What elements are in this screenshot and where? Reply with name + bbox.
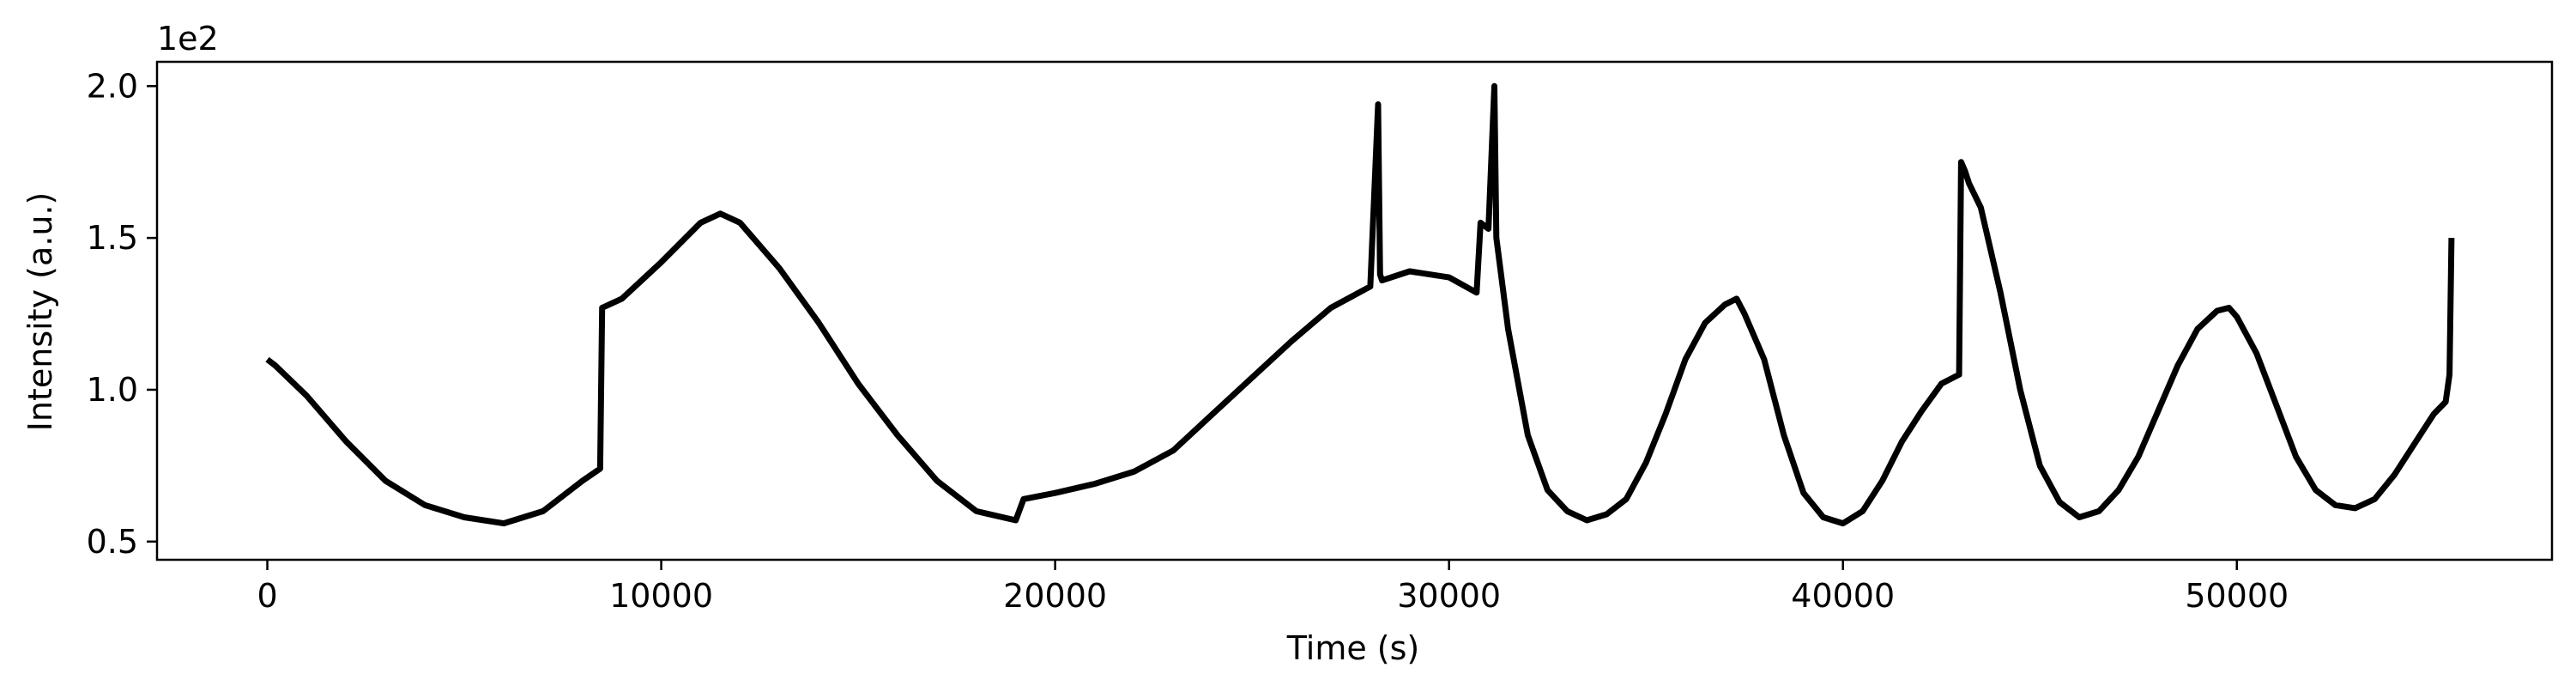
x-tick-label: 0 xyxy=(257,577,277,615)
x-tick-label: 10000 xyxy=(609,577,713,615)
y-tick-label: 1.5 xyxy=(87,219,138,257)
y-axis-ticks: 0.5 1.0 1.5 2.0 xyxy=(87,67,157,561)
plot-frame xyxy=(155,60,2554,561)
x-tick-label: 20000 xyxy=(1003,577,1107,615)
y-tick-label: 0.5 xyxy=(87,523,138,561)
plot-area xyxy=(265,82,2455,527)
x-tick-label: 50000 xyxy=(2185,577,2289,615)
y-tick-label: 2.0 xyxy=(87,67,138,105)
y-axis-label: Intensity (a.u.) xyxy=(21,192,59,432)
x-axis-ticks: 0 10000 20000 30000 40000 50000 xyxy=(257,560,2289,615)
y-tick-label: 1.0 xyxy=(87,371,138,409)
x-tick-label: 40000 xyxy=(1791,577,1895,615)
y-axis-offset-text: 1e2 xyxy=(157,20,219,58)
x-axis-label: Time (s) xyxy=(1286,629,1420,667)
series-line-0 xyxy=(265,82,2455,527)
x-tick-label: 30000 xyxy=(1397,577,1501,615)
